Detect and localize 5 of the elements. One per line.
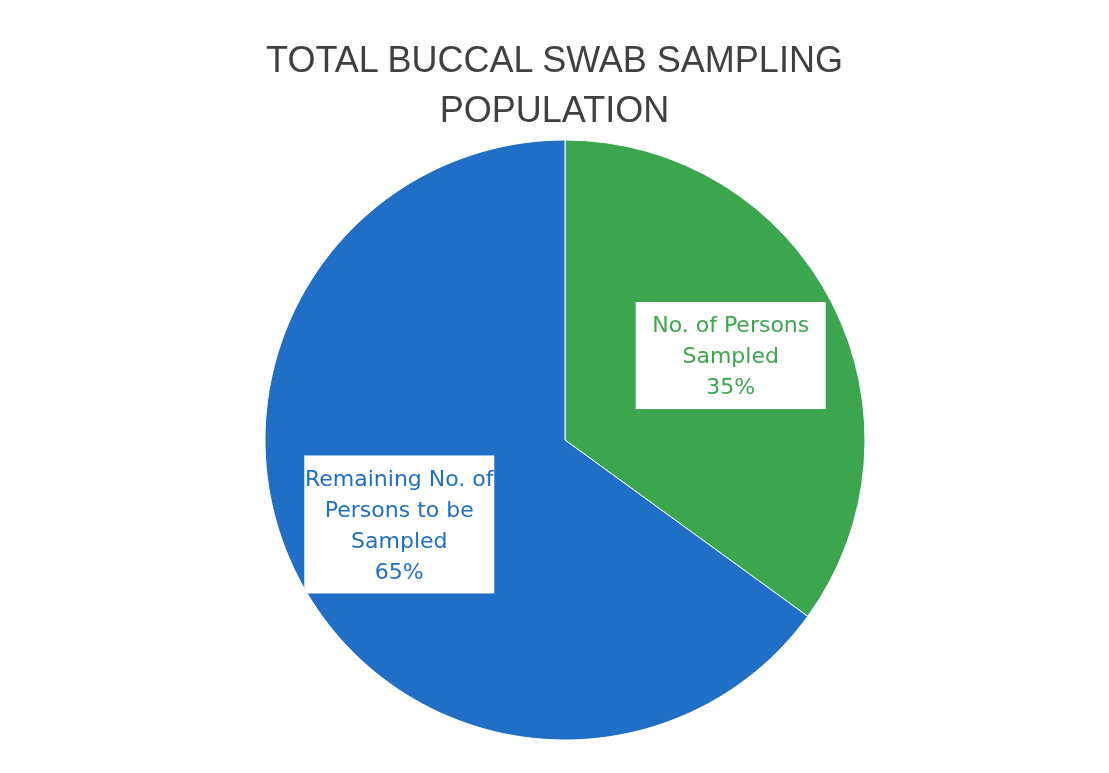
data-label: 35% bbox=[706, 374, 756, 400]
slice-label: Remaining No. of Persons to be Sampled bbox=[305, 465, 495, 553]
data-label: 65% bbox=[374, 558, 424, 584]
chart-title: TOTAL BUCCAL SWAB SAMPLING POPULATION bbox=[266, 39, 843, 130]
slice-label: No. of Persons Sampled bbox=[652, 312, 810, 369]
